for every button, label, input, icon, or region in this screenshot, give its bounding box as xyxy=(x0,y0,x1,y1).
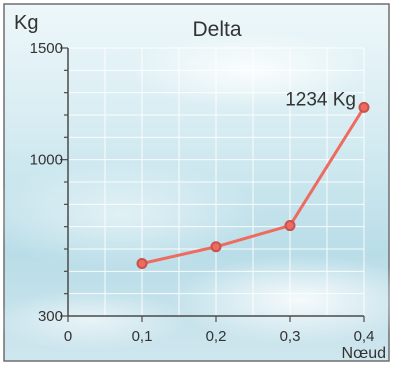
x-axis-label: Nœud xyxy=(342,345,386,362)
x-tick-label: 0 xyxy=(64,328,72,345)
data-point xyxy=(136,258,148,270)
y-tick-label: 300 xyxy=(38,308,63,325)
grid xyxy=(68,47,365,316)
data-point xyxy=(284,220,296,232)
x-tick-label: 0,1 xyxy=(132,328,153,345)
plot-area xyxy=(136,101,370,270)
x-tick-label: 0,2 xyxy=(206,328,227,345)
annotation-label: 1234 Kg xyxy=(285,89,356,110)
tick-labels: 0 0,1 0,2 0,3 0,4 300 1000 1500 xyxy=(30,40,375,345)
x-tick-label: 0,3 xyxy=(280,328,301,345)
axes xyxy=(60,47,365,322)
data-point xyxy=(210,241,222,253)
series-line xyxy=(141,106,366,265)
y-tick-label: 1000 xyxy=(30,152,63,169)
y-tick-label: 1500 xyxy=(30,40,63,57)
x-tick-label: 0,4 xyxy=(354,328,375,345)
data-point xyxy=(358,101,370,113)
y-axis-label: Kg xyxy=(14,12,38,34)
chart-title: Delta xyxy=(192,18,241,41)
